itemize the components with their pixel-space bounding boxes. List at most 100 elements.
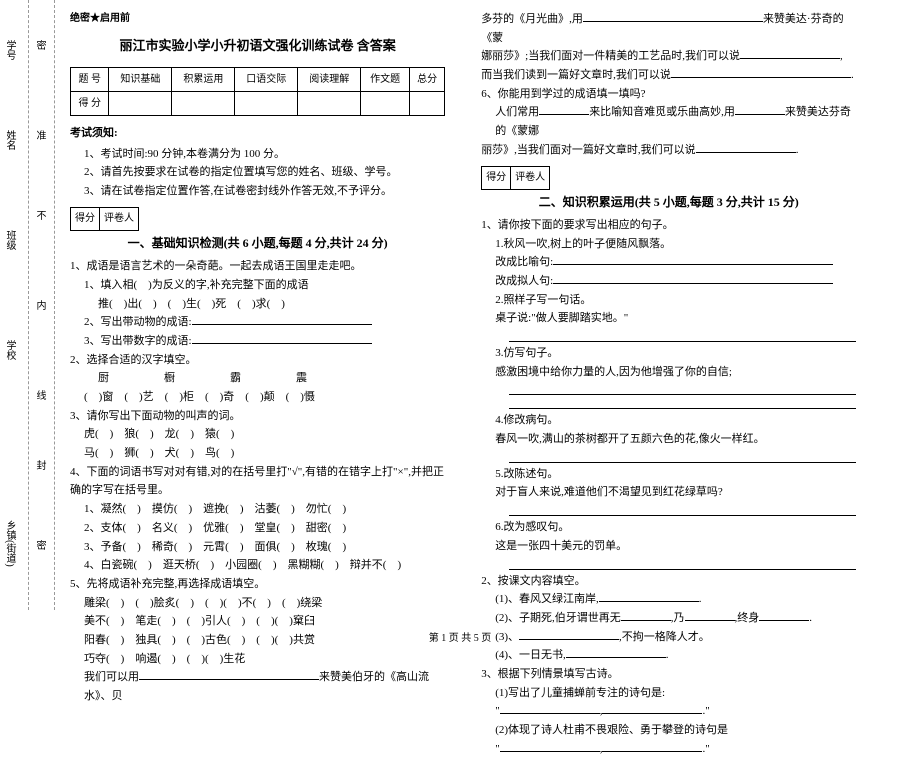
s2-q1-2a: 桌子说:"做人要脚踏实地。" <box>481 309 856 328</box>
scorer-box-2: 得分 评卷人 <box>481 166 856 190</box>
q4-3: 3、予备( ) 稀奇( ) 元霄( ) 面俱( ) 枚瑰( ) <box>70 538 445 557</box>
sidebar-seal-5: 封 <box>32 460 47 470</box>
blank-line <box>500 703 600 714</box>
sidebar-label-id: 学号 <box>2 40 17 60</box>
q2-line1: 厨 橱 霸 震 <box>70 369 445 388</box>
blank-line <box>500 741 600 752</box>
sidebar-seal-6: 密 <box>32 540 47 550</box>
scorer-score: 得分 <box>481 166 510 190</box>
page-content: 绝密★启用前 丽江市实验小学小升初语文强化训练试卷 含答案 题 号 知识基础 积… <box>0 0 920 610</box>
table-row: 题 号 知识基础 积累运用 口语交际 阅读理解 作文题 总分 <box>71 68 445 92</box>
section2-title: 二、知识积累运用(共 5 小题,每题 3 分,共计 15 分) <box>481 192 856 212</box>
sidebar-label-town: 乡镇(街道) <box>2 520 17 567</box>
score-table: 题 号 知识基础 积累运用 口语交际 阅读理解 作文题 总分 得 分 <box>70 67 445 116</box>
sidebar-seal-2: 不 <box>32 210 47 220</box>
blank-line <box>509 383 856 395</box>
q6: 6、你能用到学过的成语填一填吗? <box>481 85 856 104</box>
td-2 <box>172 92 235 116</box>
q1-1-line: 推( )出( ) ( )生( )死 ( )求( ) <box>70 295 445 314</box>
q2: 2、选择合适的汉字填空。 <box>70 351 445 370</box>
s2-q1-1a: 改成比喻句: <box>481 253 856 272</box>
th-4: 阅读理解 <box>298 68 361 92</box>
td-4 <box>298 92 361 116</box>
s2-q1-1: 1.秋风一吹,树上的叶子便随风飘落。 <box>481 235 856 254</box>
label: ,乃 <box>671 612 685 624</box>
s2-q1-3: 3.仿写句子。 <box>481 344 856 363</box>
s2-q1-4: 4.修改病句。 <box>481 411 856 430</box>
scorer-box: 得分 评卷人 <box>70 207 445 231</box>
blank-line <box>192 333 372 344</box>
c2-top1a: 多芬的《月光曲》,用 <box>481 13 583 25</box>
blank-line <box>583 11 763 22</box>
td-6 <box>410 92 445 116</box>
q5-fill: 我们可以用来赞美伯牙的《高山流水》、贝 <box>70 668 445 705</box>
c2-top2a: 娜丽莎》;当我们面对一件精美的工艺品时,我们可以说 <box>481 50 740 62</box>
s2-q3-1: (1)写出了儿童捕蝉前专注的诗句是: <box>481 684 856 703</box>
s2-q3-1-blank: ",." <box>481 702 856 721</box>
notice-item: 3、请在试卷指定位置作答,在试卷密封线外作答无效,不予评分。 <box>70 182 445 201</box>
sidebar-label-class: 班级 <box>2 230 17 250</box>
notice-item: 1、考试时间:90 分钟,本卷满分为 100 分。 <box>70 145 445 164</box>
blank-line <box>735 104 785 115</box>
q1-2-text: 2、写出带动物的成语: <box>84 316 192 328</box>
c2-top3a: 而当我们读到一篇好文章时,我们可以说 <box>481 69 671 81</box>
c2-top1: 多芬的《月光曲》,用来赞美达·芬奇的《蒙 <box>481 10 856 47</box>
q5-fill-a: 我们可以用 <box>84 671 139 683</box>
q5-line1: 雕梁( ) ( )脍炙( ) ( )( )不( ) ( )绕梁 <box>70 594 445 613</box>
blank-line <box>696 142 796 153</box>
q1-1: 1、填入相( )为反义的字,补充完整下面的成语 <box>70 276 445 295</box>
blank-line <box>602 703 702 714</box>
th-6: 总分 <box>410 68 445 92</box>
q2-line2: ( )窗 ( )艺 ( )柜 ( )奇 ( )颠 ( )慑 <box>70 388 445 407</box>
blank-line <box>740 48 840 59</box>
s2-q2-2: (2)、子期死,伯牙谓世再无,乃,终身. <box>481 609 856 628</box>
s2-q1-1b: 改成拟人句: <box>481 272 856 291</box>
q3-line1: 虎( ) 狼( ) 龙( ) 猿( ) <box>70 425 445 444</box>
secret-label: 绝密★启用前 <box>70 10 445 27</box>
q6-line2a: 丽莎》,当我们面对一篇好文章时,我们可以说 <box>481 144 696 156</box>
blank-line <box>599 591 699 602</box>
blank-line <box>602 741 702 752</box>
td-1 <box>109 92 172 116</box>
s2-q2: 2、按课文内容填空。 <box>481 572 856 591</box>
s2-q1-2: 2.照样子写一句话。 <box>481 291 856 310</box>
th-1: 知识基础 <box>109 68 172 92</box>
section1-title: 一、基础知识检测(共 6 小题,每题 4 分,共计 24 分) <box>70 233 445 253</box>
q5-line4: 巧夺( ) 响遏( ) ( )( )生花 <box>70 650 445 669</box>
sidebar-label-name: 姓名 <box>2 130 17 150</box>
blank-line <box>671 67 851 78</box>
s2-q2-4: (4)、一日无书,. <box>481 646 856 665</box>
blank-line <box>509 451 856 463</box>
left-column: 绝密★启用前 丽江市实验小学小升初语文强化训练试卷 含答案 题 号 知识基础 积… <box>60 10 463 610</box>
blank-line <box>553 273 833 284</box>
q4-1: 1、凝然( ) 摸仿( ) 遮挽( ) 沽萎( ) 勿忙( ) <box>70 500 445 519</box>
q1-2: 2、写出带动物的成语: <box>70 313 445 332</box>
blank-line <box>509 558 856 570</box>
binding-sidebar: 学号 姓名 班级 学校 乡镇(街道) 密 准 不 内 线 封 密 <box>0 0 55 610</box>
sidebar-seal-1: 准 <box>32 130 47 140</box>
s2-q1-6: 6.改为感叹句。 <box>481 518 856 537</box>
table-row: 得 分 <box>71 92 445 116</box>
blank-line <box>539 104 589 115</box>
q1-3-text: 3、写出带数字的成语: <box>84 335 192 347</box>
s2-q3: 3、根据下列情景填写古诗。 <box>481 665 856 684</box>
sidebar-seal-3: 内 <box>32 300 47 310</box>
label: (4)、一日无书, <box>495 649 566 661</box>
th-3: 口语交际 <box>235 68 298 92</box>
s2-q1-4a: 春风一吹,满山的茶树都开了五颜六色的花,像火一样红。 <box>481 430 856 449</box>
q5: 5、先将成语补充完整,再选择成语填空。 <box>70 575 445 594</box>
scorer-person: 评卷人 <box>510 166 550 190</box>
sidebar-seal-0: 密 <box>32 40 47 50</box>
q4-2: 2、支体( ) 名义( ) 优雅( ) 堂皇( ) 甜密( ) <box>70 519 445 538</box>
th-0: 题 号 <box>71 68 109 92</box>
scorer-person: 评卷人 <box>99 207 139 231</box>
s2-q1-6a: 这是一张四十美元的罚单。 <box>481 537 856 556</box>
q1-intro: 1、成语是语言艺术的一朵奇葩。一起去成语王国里走走吧。 <box>70 257 445 276</box>
s2-q1-5: 5.改陈述句。 <box>481 465 856 484</box>
blank-line <box>759 610 809 621</box>
s2-q1-5a: 对于盲人来说,难道他们不渴望见到红花绿草吗? <box>481 483 856 502</box>
s2-q2-1: (1)、春风又绿江南岸,. <box>481 590 856 609</box>
label: ,终身 <box>735 612 760 624</box>
blank-line <box>553 254 833 265</box>
s2-q1-3a: 感激困境中给你力量的人,因为他增强了你的自信; <box>481 363 856 382</box>
